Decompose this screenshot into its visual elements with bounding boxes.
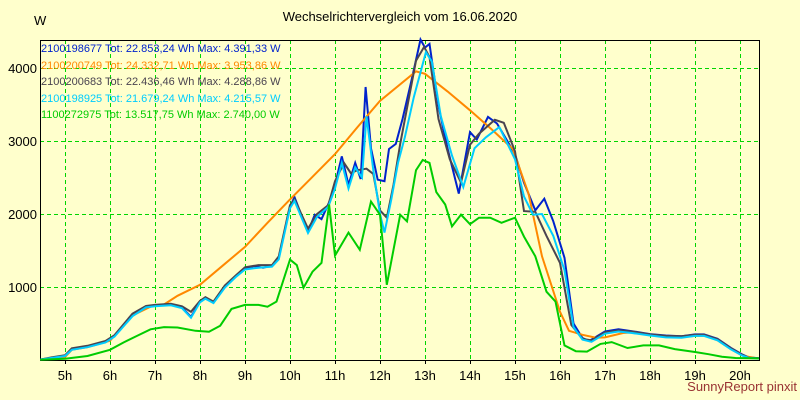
x-tick-label-19h: 19h [684, 368, 706, 383]
y-tick-label-4000: 4000 [8, 61, 37, 76]
x-tick-label-17h: 17h [594, 368, 616, 383]
legend-item-1100272975: 1100272975 Tot: 13.517,75 Wh Max: 2.740,… [41, 109, 280, 122]
x-tick-label-7h: 7h [147, 368, 163, 383]
credit-label: SunnyReport pinxit [687, 379, 797, 394]
series-line-2100198925 [40, 49, 759, 361]
x-tick-label-13h: 13h [414, 368, 436, 383]
x-tick-label-5h: 5h [57, 368, 73, 383]
x-tick-label-12h: 12h [369, 368, 391, 383]
x-tick-label-20h: 20h [729, 368, 751, 383]
plot-border [40, 40, 760, 361]
y-tick-label-1000: 1000 [8, 280, 37, 295]
legend-item-2100198925: 2100198925 Tot: 21.679,24 Wh Max: 4.215,… [41, 92, 281, 105]
x-tick-label-14h: 14h [459, 368, 481, 383]
x-tick-label-15h: 15h [504, 368, 526, 383]
x-tick-label-18h: 18h [639, 368, 661, 383]
x-tick-label-16h: 16h [549, 368, 571, 383]
y-tick-label-3000: 3000 [8, 134, 37, 149]
chart-title: Wechselrichtervergleich vom 16.06.2020 [282, 9, 518, 24]
legend-item-2100200749: 2100200749 Tot: 24.332,71 Wh Max: 3.953,… [41, 59, 281, 72]
legend-item-2100198677: 2100198677 Tot: 22.853,24 Wh Max: 4.391,… [41, 43, 281, 55]
y-axis-unit-label: W [34, 13, 47, 28]
x-tick-label-8h: 8h [192, 368, 208, 383]
legend: 2100198677 Tot: 22.853,24 Wh Max: 4.391,… [41, 41, 281, 124]
x-tick-label-6h: 6h [102, 368, 118, 383]
y-tick-label-2000: 2000 [8, 207, 37, 222]
x-tick-label-11h: 11h [324, 368, 346, 383]
series-line-1100272975 [40, 158, 759, 361]
x-tick-label-10h: 10h [279, 368, 301, 383]
x-tick-label-9h: 9h [237, 368, 253, 383]
legend-item-2100200683: 2100200683 Tot: 22.436,46 Wh Max: 4.288,… [41, 76, 281, 89]
